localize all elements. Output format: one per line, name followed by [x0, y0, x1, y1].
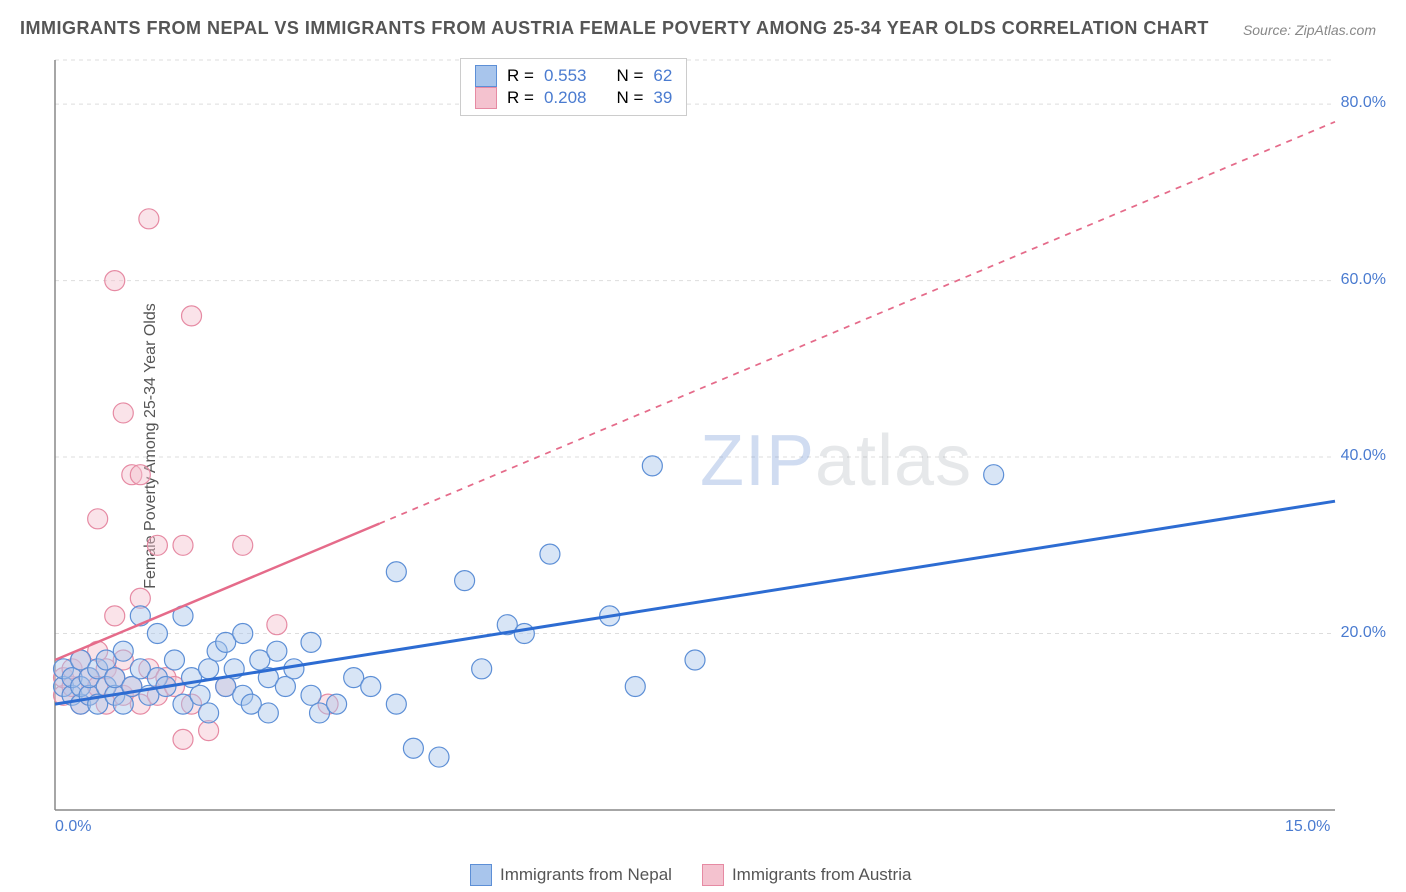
n-label: N = — [616, 88, 643, 108]
y-tick-label: 20.0% — [1341, 624, 1386, 642]
r-value-nepal: 0.553 — [544, 66, 587, 86]
legend-swatch-austria-icon — [702, 864, 724, 886]
r-value-austria: 0.208 — [544, 88, 587, 108]
legend-swatch-nepal — [475, 65, 497, 87]
correlation-legend: R = 0.553 N = 62 R = 0.208 N = 39 — [460, 58, 687, 116]
y-tick-label: 40.0% — [1341, 447, 1386, 465]
legend-row-austria: R = 0.208 N = 39 — [475, 87, 672, 109]
r-label: R = — [507, 88, 534, 108]
legend-swatch-austria — [475, 87, 497, 109]
legend-item-nepal: Immigrants from Nepal — [470, 864, 672, 886]
n-value-austria: 39 — [653, 88, 672, 108]
legend-row-nepal: R = 0.553 N = 62 — [475, 65, 672, 87]
source-label: Source: ZipAtlas.com — [1243, 22, 1376, 38]
chart-title: IMMIGRANTS FROM NEPAL VS IMMIGRANTS FROM… — [20, 18, 1209, 39]
chart-container: IMMIGRANTS FROM NEPAL VS IMMIGRANTS FROM… — [0, 0, 1406, 892]
scatter-plot-svg — [50, 55, 1380, 845]
legend-label-austria: Immigrants from Austria — [732, 865, 912, 885]
y-tick-label: 80.0% — [1341, 94, 1386, 112]
plot-area — [50, 55, 1380, 845]
n-label: N = — [616, 66, 643, 86]
r-label: R = — [507, 66, 534, 86]
legend-swatch-nepal-icon — [470, 864, 492, 886]
n-value-nepal: 62 — [653, 66, 672, 86]
legend-item-austria: Immigrants from Austria — [702, 864, 912, 886]
series-legend: Immigrants from Nepal Immigrants from Au… — [470, 864, 911, 886]
legend-label-nepal: Immigrants from Nepal — [500, 865, 672, 885]
y-tick-label: 60.0% — [1341, 271, 1386, 289]
x-tick-label: 15.0% — [1285, 818, 1330, 836]
x-tick-label: 0.0% — [55, 818, 91, 836]
